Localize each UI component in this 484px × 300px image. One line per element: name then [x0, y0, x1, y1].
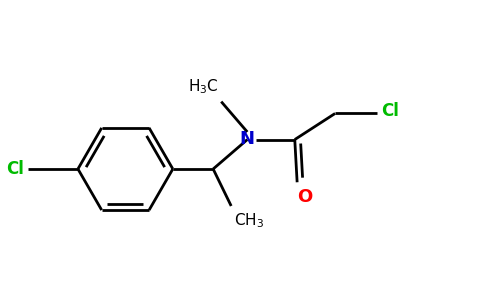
- Text: Cl: Cl: [6, 160, 24, 178]
- Text: O: O: [297, 188, 312, 206]
- Text: CH$_3$: CH$_3$: [234, 212, 264, 230]
- Text: N: N: [240, 130, 255, 148]
- Text: Cl: Cl: [380, 102, 398, 120]
- Text: H$_3$C: H$_3$C: [188, 77, 219, 96]
